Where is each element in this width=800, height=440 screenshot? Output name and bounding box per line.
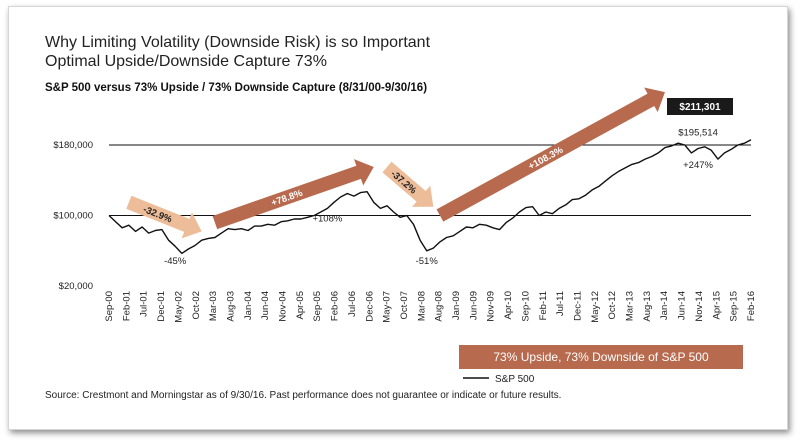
arrow-shape-0 (126, 195, 202, 239)
x-tick-label-9: Jun-04 (260, 291, 271, 320)
x-tick-label-0: Sep-00 (104, 291, 115, 322)
x-tick-label-36: Sep-15 (729, 291, 740, 322)
x-tick-label-18: Mar-08 (416, 291, 427, 321)
chart-subtitle: S&P 500 versus 73% Upside / 73% Downside… (45, 82, 427, 94)
x-tick-label-14: Jul-06 (347, 291, 358, 317)
x-tick-label-21: Jun-09 (468, 291, 479, 320)
x-tick-label-37: Feb-16 (746, 291, 757, 321)
x-axis: Sep-00 Feb-01 Jul-01 Dec-01 May-02 Oct-02 Mar-… (104, 291, 757, 323)
series-line-0 (108, 139, 752, 255)
x-tick-label-28: May-12 (590, 291, 601, 323)
x-tick-label-27: Dec-11 (572, 291, 583, 321)
end-value-box: $211,301 (667, 98, 733, 115)
x-tick-label-1: Feb-01 (121, 291, 132, 321)
x-tick-label-20: Jan-09 (451, 291, 462, 320)
x-tick-label-22: Nov-09 (486, 291, 497, 322)
x-tick-label-10: Nov-04 (278, 291, 289, 322)
capture-banner-label: 73% Upside, 73% Downside of S&P 500 (493, 350, 709, 364)
x-tick-label-25: Feb-11 (538, 291, 549, 320)
series-layer (108, 139, 752, 255)
x-tick-label-8: Jan-04 (243, 291, 254, 320)
chart-card: Why Limiting Volatility (Downside Risk) … (8, 6, 788, 430)
annotation-2: -51% (416, 256, 439, 267)
x-tick-label-34: Nov-14 (694, 291, 705, 322)
x-tick-label-7: Aug-03 (225, 291, 236, 322)
annotation-1: +108% (312, 214, 342, 225)
x-tick-label-26: Jul-11 (555, 291, 566, 316)
arrow-shape-1 (212, 159, 374, 230)
annotation-layer: -45% +108% -51% $195,514 +247% (164, 127, 718, 267)
arrow-1: +78.8% (212, 159, 374, 230)
annotation-4: +247% (683, 160, 713, 171)
x-tick-label-19: Aug-08 (434, 291, 445, 322)
end-value-label: $211,301 (679, 102, 721, 113)
x-tick-label-13: Feb-06 (330, 291, 341, 321)
x-tick-label-33: Jun-14 (677, 291, 688, 320)
legend: S&P 500 (463, 374, 535, 385)
x-tick-label-4: May-02 (173, 291, 184, 323)
arrow-3: +108.3% (436, 87, 665, 222)
x-tick-label-6: Mar-03 (208, 291, 219, 321)
x-tick-label-17: Oct-07 (399, 291, 410, 320)
chart-title-line1: Why Limiting Volatility (Downside Risk) … (45, 34, 431, 51)
x-tick-label-31: Aug-13 (642, 291, 653, 322)
arrow-shape-3 (436, 87, 665, 222)
y-axis: $180,000 $100,000 $20,000 (53, 140, 93, 292)
end-value-box-bg (667, 98, 733, 115)
x-tick-label-30: Mar-13 (625, 291, 636, 321)
capture-banner: 73% Upside, 73% Downside of S&P 500 (459, 345, 743, 369)
y-tick-label-0: $180,000 (53, 140, 93, 151)
chart: Why Limiting Volatility (Downside Risk) … (45, 34, 757, 401)
x-tick-label-23: Apr-10 (503, 291, 514, 320)
capture-banner-bg (459, 345, 743, 369)
x-tick-label-24: Sep-10 (520, 291, 531, 322)
x-tick-label-35: Apr-15 (711, 291, 722, 320)
annotation-3: $195,514 (678, 127, 718, 138)
legend-label: S&P 500 (495, 374, 535, 385)
arrow-shape-2 (382, 161, 434, 207)
x-tick-label-15: Dec-06 (364, 291, 375, 322)
y-tick-label-1: $100,000 (53, 211, 93, 222)
x-tick-label-5: Oct-02 (191, 291, 202, 320)
x-tick-label-3: Dec-01 (156, 291, 167, 322)
x-tick-label-29: Oct-12 (607, 291, 618, 320)
x-tick-label-11: Apr-05 (295, 291, 306, 320)
x-tick-label-12: Sep-05 (312, 291, 323, 322)
x-tick-label-16: May-07 (382, 291, 393, 323)
chart-title-line2: Optimal Upside/Downside Capture 73% (45, 53, 327, 70)
x-tick-label-2: Jul-01 (139, 291, 150, 317)
arrow-2: -37.2% (382, 161, 434, 207)
x-tick-label-32: Jan-14 (659, 291, 670, 320)
y-tick-label-2: $20,000 (59, 281, 93, 292)
annotation-0: -45% (164, 256, 187, 267)
source-note: Source: Crestmont and Morningstar as of … (45, 390, 561, 401)
arrow-layer: -32.9%+78.8%-37.2%+108.3% (126, 87, 665, 239)
